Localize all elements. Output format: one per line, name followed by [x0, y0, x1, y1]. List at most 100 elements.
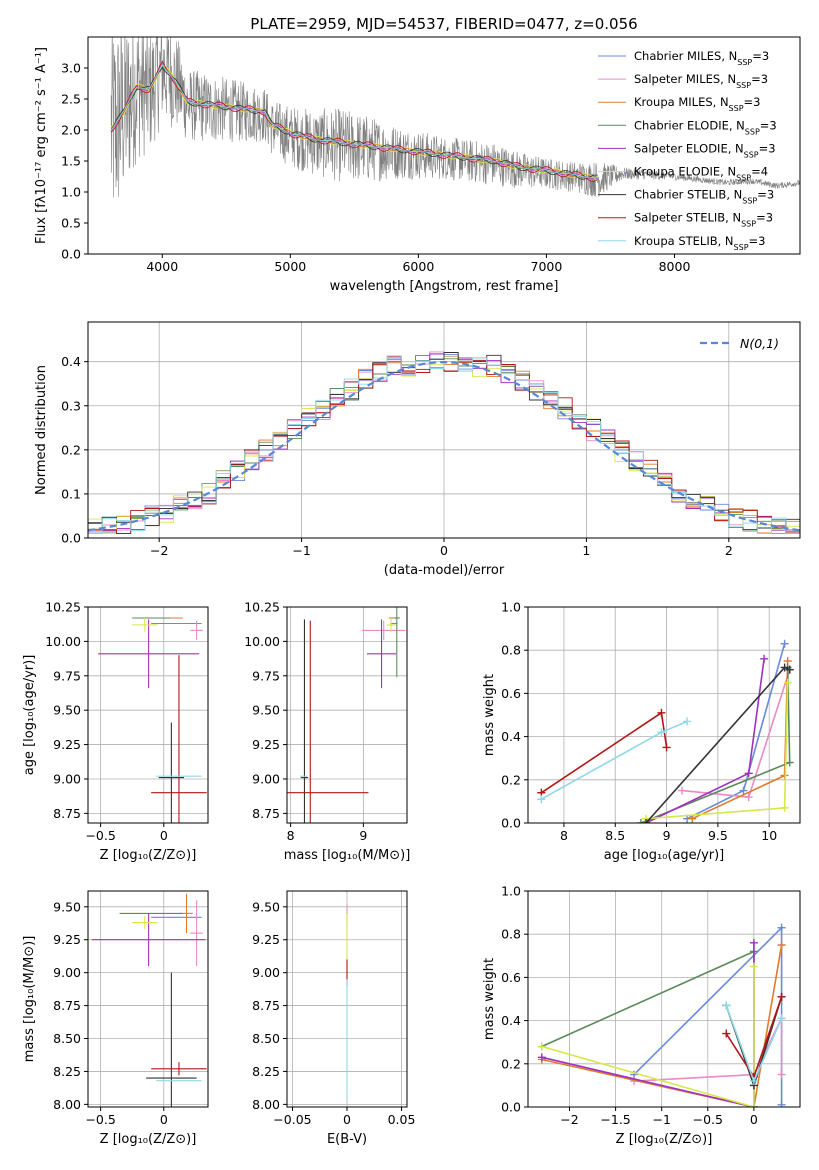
errorbar-point — [151, 1062, 207, 1076]
plus-marker — [657, 728, 666, 737]
x-tick-label: 4000 — [146, 259, 178, 274]
y-tick-label: 8.00 — [53, 1097, 81, 1112]
y-tick-label: 9.25 — [252, 737, 280, 752]
plot-area — [98, 617, 207, 823]
y-tick-label: 0.1 — [61, 486, 81, 501]
x-tick-label: 8.5 — [605, 828, 625, 843]
legend-label: Salpeter ELODIE, NSSP=3 — [634, 141, 776, 159]
x-tick-label: −0.5 — [693, 1112, 723, 1127]
x-tick-label: 0 — [440, 543, 448, 558]
x-axis-label: age [log₁₀(age/yr)] — [604, 848, 725, 863]
plus-marker — [777, 941, 786, 949]
errorbar-point — [91, 913, 206, 967]
plus-marker — [722, 1001, 731, 1010]
errorbar-point — [98, 619, 200, 689]
x-tick-label: 8000 — [659, 259, 691, 274]
model-series — [110, 60, 598, 182]
errorbar-point — [146, 972, 197, 1107]
x-tick-label: 0.05 — [388, 1112, 416, 1127]
y-tick-label: 8.75 — [53, 806, 81, 821]
y-tick-label: 9.00 — [53, 965, 81, 980]
y-tick-label: 0.0 — [61, 531, 81, 546]
model-series — [110, 66, 598, 180]
plus-marker — [537, 1042, 546, 1051]
y-tick-label: 8.25 — [53, 1064, 81, 1079]
legend-label: Chabrier MILES, NSSP=3 — [634, 49, 769, 67]
x-axis-label: wavelength [Angstrom, rest frame] — [330, 279, 559, 294]
x-tick-label: 1 — [582, 543, 590, 558]
y-tick-label: 9.00 — [53, 771, 81, 786]
plus-marker — [683, 717, 692, 726]
legend-label: Salpeter STELIB, NSSP=3 — [634, 211, 773, 229]
legend-label: Chabrier STELIB, NSSP=3 — [634, 188, 774, 206]
axes-frame — [527, 606, 801, 824]
axes-frame — [87, 36, 801, 255]
errorbar-point — [367, 619, 397, 689]
y-tick-label: 0.4 — [61, 354, 81, 369]
weight-series — [540, 711, 668, 794]
plot-area — [287, 607, 406, 823]
plot-area — [110, 37, 800, 198]
errorbar-point — [151, 655, 207, 823]
plus-marker — [777, 923, 786, 932]
y-tick-label: 0.0 — [501, 816, 521, 831]
y-axis-label: Flux [fλ10⁻¹⁷ erg cm⁻² s⁻¹ A⁻¹] — [34, 47, 49, 244]
plus-marker — [777, 1100, 786, 1107]
errorbar-point — [132, 618, 158, 632]
plot-area — [88, 351, 800, 535]
gaussian-curve — [88, 360, 800, 532]
plus-marker — [636, 819, 645, 823]
plus-marker — [537, 1053, 546, 1062]
y-tick-label: 9.25 — [53, 932, 81, 947]
x-tick-label: 0 — [343, 1112, 351, 1127]
plus-marker — [537, 795, 546, 804]
errorbar-point — [287, 620, 369, 823]
weight-series — [633, 1018, 783, 1082]
legend-label: Salpeter MILES, NSSP=3 — [634, 72, 768, 90]
y-tick-label: 10.25 — [244, 600, 280, 615]
y-tick-label: 0.2 — [501, 772, 521, 787]
y-tick-label: 9.50 — [53, 899, 81, 914]
y-tick-label: 0.0 — [501, 1100, 521, 1115]
y-tick-label: 3.0 — [61, 61, 81, 76]
chart-residuals: −2 −1 0 1 2 0.0 0.1 0.2 0.3 0.4 (data-model)/error… — [34, 321, 801, 578]
y-tick-label: 1.0 — [61, 185, 81, 200]
x-tick-label: −1 — [652, 1112, 670, 1127]
y-tick-label: 0.5 — [61, 216, 81, 231]
plus-marker — [657, 708, 666, 717]
y-tick-label: 9.25 — [53, 737, 81, 752]
plus-marker — [749, 962, 758, 971]
legend: Chabrier MILES, NSSP=3 Salpeter MILES, NS… — [598, 49, 777, 251]
y-tick-label: 0.4 — [501, 729, 521, 744]
plus-marker — [783, 678, 792, 687]
chart-weight-vs-age: 8 8.5 9 9.5 10 0.0 0.2 0.4 0.6 0.8 1.0 age [log₁₀(a… — [482, 600, 801, 863]
y-tick-label: 10.00 — [45, 634, 81, 649]
x-tick-label: 8 — [287, 828, 295, 843]
x-tick-label: 0 — [160, 828, 168, 843]
y-tick-label: 8.50 — [53, 1031, 81, 1046]
x-tick-label: 5000 — [274, 259, 306, 274]
plus-marker — [780, 663, 789, 672]
x-tick-label: −0.5 — [85, 828, 115, 843]
legend-label: Kroupa ELODIE, NSSP=4 — [634, 165, 768, 183]
y-tick-label: 8.75 — [53, 998, 81, 1013]
plus-marker — [760, 654, 769, 663]
weight-series — [681, 669, 791, 798]
chart-mass-vs-ebv: −0.05 0 0.05 8.00 8.25 8.50 8.75 9.00 9.25 9.50 E(… — [252, 890, 416, 1147]
y-tick-label: 10.00 — [244, 634, 280, 649]
y-tick-label: 8.75 — [252, 998, 280, 1013]
x-axis-label: E(B-V) — [327, 1132, 367, 1147]
weight-series — [541, 966, 755, 1107]
y-tick-label: 10.25 — [45, 600, 81, 615]
y-axis-label: Normed distribution — [34, 365, 49, 495]
x-axis-label: (data-model)/error — [384, 563, 505, 578]
weight-series — [645, 682, 789, 823]
y-axis-label: age [log₁₀(age/yr)] — [22, 655, 37, 776]
plus-marker — [749, 1077, 758, 1086]
model-series — [110, 64, 598, 179]
x-tick-label: 2 — [725, 543, 733, 558]
y-tick-label: 1.5 — [61, 154, 81, 169]
plus-marker — [662, 743, 671, 752]
x-tick-label: 6000 — [402, 259, 434, 274]
weight-series — [541, 944, 783, 1107]
